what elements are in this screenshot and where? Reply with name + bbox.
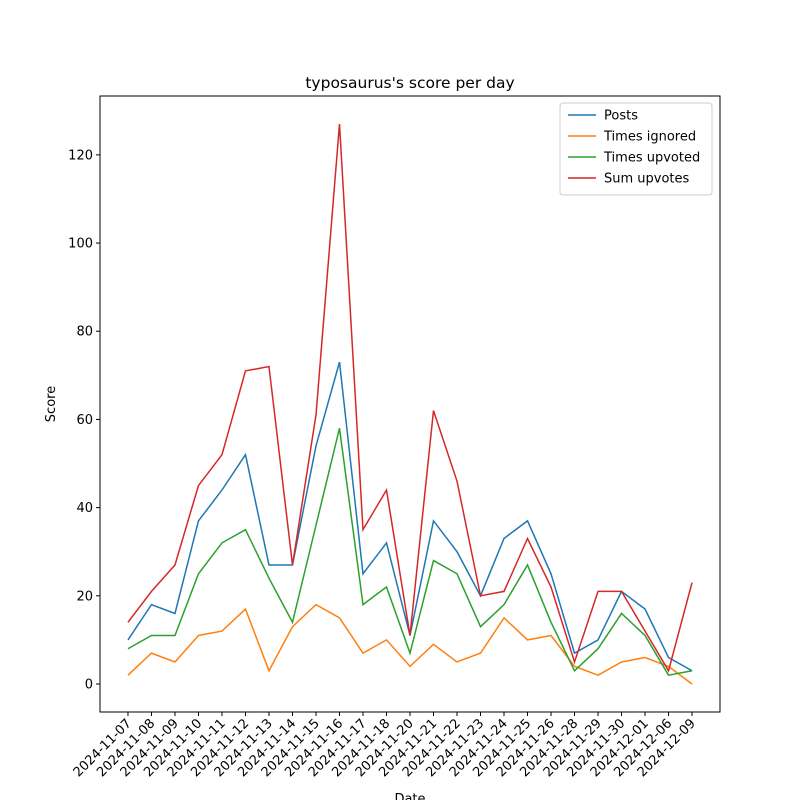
x-axis-label: Date xyxy=(394,792,425,800)
chart-title: typosaurus's score per day xyxy=(305,74,514,92)
y-tick-label: 20 xyxy=(76,589,93,604)
legend-box xyxy=(559,102,713,196)
data-line xyxy=(127,123,693,673)
data-line xyxy=(127,603,693,685)
plot-frame xyxy=(99,95,721,713)
legend-label: Times upvoted xyxy=(603,151,700,166)
legend-label: Sum upvotes xyxy=(604,172,690,187)
data-line xyxy=(127,428,693,677)
legend: Posts Times ignored Times upvoted Sum upvot… xyxy=(559,102,713,196)
y-tick-label: 60 xyxy=(76,413,93,428)
legend-label: Times ignored xyxy=(603,130,696,145)
y-tick-label: 100 xyxy=(68,237,93,252)
y-tick-label: 40 xyxy=(76,501,93,516)
y-tick-label: 120 xyxy=(68,148,93,163)
y-tick-label: 80 xyxy=(76,325,93,340)
y-axis-label: Score xyxy=(44,386,59,422)
legend-label: Posts xyxy=(604,109,638,124)
y-tick-label: 0 xyxy=(85,678,93,693)
